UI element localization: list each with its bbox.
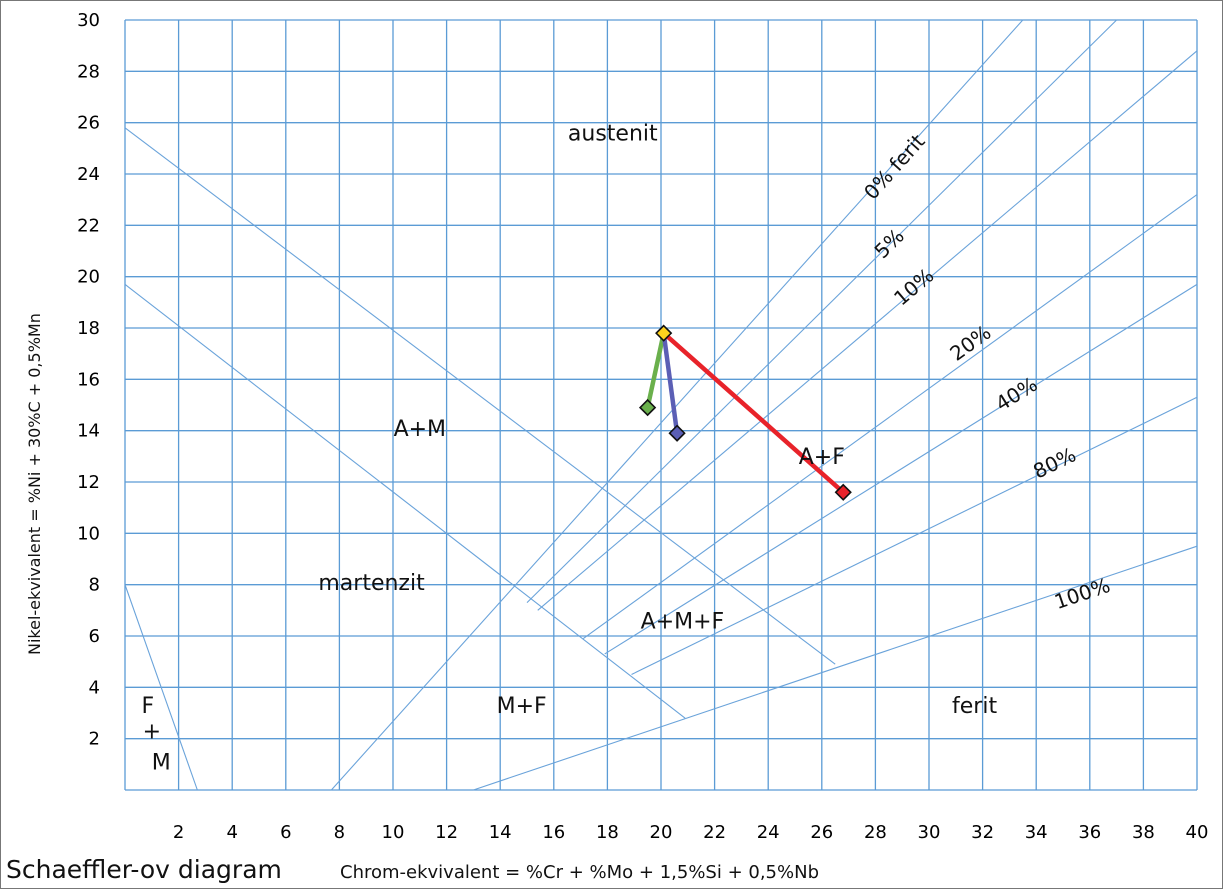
region-label: M+F — [497, 694, 547, 719]
x-tick-label: 24 — [757, 822, 780, 843]
y-tick-label: 30 — [77, 10, 100, 31]
x-tick-label: 10 — [382, 822, 405, 843]
y-tick-label: 8 — [89, 575, 100, 596]
x-tick-label: 36 — [1078, 822, 1101, 843]
x-tick-label: 18 — [596, 822, 619, 843]
y-tick-label: 6 — [89, 626, 100, 647]
region-label: F — [141, 694, 154, 719]
y-axis-label: Nikel-ekvivalent = %Ni + 30%C + 0,5%Mn — [25, 313, 44, 655]
x-tick-label: 22 — [703, 822, 726, 843]
x-tick-label: 4 — [226, 822, 237, 843]
region-label: austenit — [568, 122, 658, 147]
y-tick-label: 20 — [77, 267, 100, 288]
y-tick-label: 10 — [77, 523, 100, 544]
region-label: martenzit — [318, 571, 425, 596]
x-tick-label: 30 — [918, 822, 941, 843]
x-tick-label: 6 — [280, 822, 291, 843]
y-tick-label: 22 — [77, 215, 100, 236]
y-tick-label: 16 — [77, 369, 100, 390]
y-tick-label: 12 — [77, 472, 100, 493]
x-tick-label: 2 — [173, 822, 184, 843]
x-tick-label: 12 — [435, 822, 458, 843]
x-tick-label: 16 — [542, 822, 565, 843]
x-tick-label: 8 — [334, 822, 345, 843]
x-tick-label: 38 — [1132, 822, 1155, 843]
y-tick-label: 24 — [77, 164, 100, 185]
region-label: A+M+F — [641, 609, 725, 634]
region-label: A+M — [394, 417, 446, 442]
x-tick-label: 40 — [1186, 822, 1209, 843]
y-tick-label: 28 — [77, 61, 100, 82]
x-tick-label: 20 — [650, 822, 673, 843]
x-tick-label: 32 — [971, 822, 994, 843]
y-tick-label: 4 — [89, 677, 100, 698]
x-tick-label: 28 — [864, 822, 887, 843]
region-label: + — [143, 720, 161, 745]
x-axis-label: Chrom-ekvivalent = %Cr + %Mo + 1,5%Si + … — [340, 862, 819, 883]
x-tick-label: 14 — [489, 822, 512, 843]
y-tick-label: 18 — [77, 318, 100, 339]
y-tick-label: 14 — [77, 421, 100, 442]
grid — [125, 20, 1197, 790]
chart-title: Schaeffler-ov diagram — [6, 855, 282, 884]
y-tick-label: 2 — [89, 729, 100, 750]
region-label: ferit — [952, 694, 997, 719]
x-tick-label: 26 — [810, 822, 833, 843]
region-label: A+F — [799, 445, 845, 470]
region-label: M — [152, 750, 171, 775]
x-tick-label: 34 — [1025, 822, 1048, 843]
y-tick-label: 26 — [77, 113, 100, 134]
